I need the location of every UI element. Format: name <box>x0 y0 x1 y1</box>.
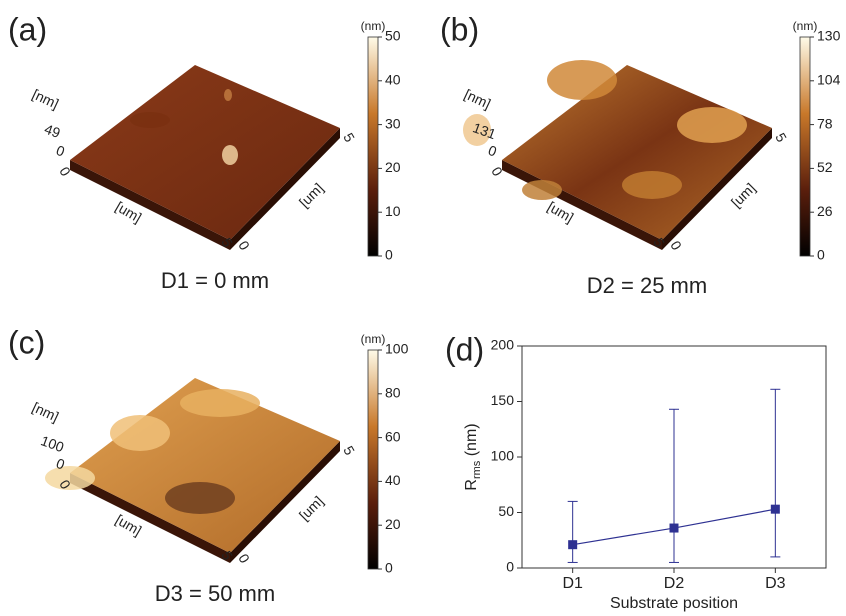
afm-feature <box>180 389 260 417</box>
afm-axis-label: [nm] <box>30 399 61 425</box>
y-tick-label: 50 <box>498 503 514 519</box>
y-label-unit: (nm) <box>463 423 480 460</box>
afm-surface <box>70 65 340 240</box>
colorbar-tick-label: 0 <box>385 560 393 576</box>
colorbar-unit: (nm) <box>361 19 386 33</box>
y-label-main: R <box>463 479 480 491</box>
colorbar-tick-label: 30 <box>385 115 401 131</box>
afm-axis-label: 0 <box>56 164 74 179</box>
afm-surface <box>502 65 772 240</box>
afm-axis-label: 49 <box>42 121 62 141</box>
y-tick-label: 200 <box>491 337 515 353</box>
afm-feature <box>677 107 747 143</box>
caption: D1 = 0 mm <box>161 268 269 293</box>
afm-axis-label: [nm] <box>462 86 493 112</box>
colorbar-tick-label: 52 <box>817 159 833 175</box>
colorbar-tick-label: 0 <box>385 247 393 263</box>
panel-label: (a) <box>8 11 47 47</box>
point <box>568 540 577 549</box>
colorbar <box>368 350 378 569</box>
afm-axis-label: 0 <box>488 164 506 179</box>
colorbar-unit: (nm) <box>361 332 386 346</box>
colorbar-tick-label: 10 <box>385 203 401 219</box>
colorbar <box>368 37 378 256</box>
afm-feature <box>110 415 170 451</box>
afm-feature <box>622 171 682 199</box>
afm-axis-label: [um] <box>296 180 327 211</box>
afm-axis-label: [um] <box>296 493 327 524</box>
afm-feature <box>130 112 170 128</box>
colorbar-tick-label: 50 <box>385 28 401 44</box>
afm-axis-label: [nm] <box>30 86 61 112</box>
x-tick-label: D1 <box>562 575 583 592</box>
y-tick-label: 100 <box>491 448 515 464</box>
afm-axis-label: 5 <box>772 130 790 145</box>
point <box>771 505 780 514</box>
afm-axis-label: 100 <box>39 432 67 455</box>
colorbar-tick-label: 40 <box>385 72 401 88</box>
y-tick-label: 150 <box>491 392 515 408</box>
colorbar-tick-label: 20 <box>385 159 401 175</box>
colorbar-tick-label: 0 <box>817 247 825 263</box>
colorbar-tick-label: 80 <box>385 385 401 401</box>
colorbar-tick-label: 26 <box>817 203 833 219</box>
panel-label: (c) <box>8 324 45 360</box>
colorbar <box>800 37 810 256</box>
caption: D3 = 50 mm <box>155 581 275 606</box>
afm-feature <box>224 89 232 101</box>
colorbar-tick-label: 60 <box>385 428 401 444</box>
x-tick-label: D2 <box>664 575 685 592</box>
page: (a)[nm]4900[um]50[um]5D1 = 0 mm(nm)01020… <box>0 0 846 616</box>
afm-feature <box>165 482 235 514</box>
colorbar-tick-label: 104 <box>817 72 841 88</box>
colorbar-tick-label: 40 <box>385 472 401 488</box>
panel-label: (b) <box>440 11 479 47</box>
afm-feature <box>547 60 617 100</box>
y-tick-label: 0 <box>506 559 514 575</box>
point <box>670 524 679 533</box>
afm-feature <box>222 145 238 165</box>
x-axis-label: Substrate position <box>610 595 738 612</box>
colorbar-tick-label: 100 <box>385 341 409 357</box>
afm-axis-label: 5 <box>340 443 358 458</box>
colorbar-tick-label: 78 <box>817 115 833 131</box>
x-tick-label: D3 <box>765 575 786 592</box>
panel-label: (d) <box>445 331 484 367</box>
y-axis-label: Rrms (nm) <box>463 423 483 490</box>
afm-feature <box>522 180 562 200</box>
afm-axis-label: 5 <box>340 130 358 145</box>
afm-axis-label: 0 <box>486 142 499 160</box>
colorbar-tick-label: 20 <box>385 516 401 532</box>
colorbar-unit: (nm) <box>793 19 818 33</box>
caption: D2 = 25 mm <box>587 273 707 298</box>
y-label-sub: rms <box>471 460 483 479</box>
colorbar-tick-label: 130 <box>817 28 841 44</box>
figure: (a)[nm]4900[um]50[um]5D1 = 0 mm(nm)01020… <box>0 0 846 616</box>
afm-axis-label: 0 <box>54 142 67 160</box>
afm-axis-label: [um] <box>728 180 759 211</box>
